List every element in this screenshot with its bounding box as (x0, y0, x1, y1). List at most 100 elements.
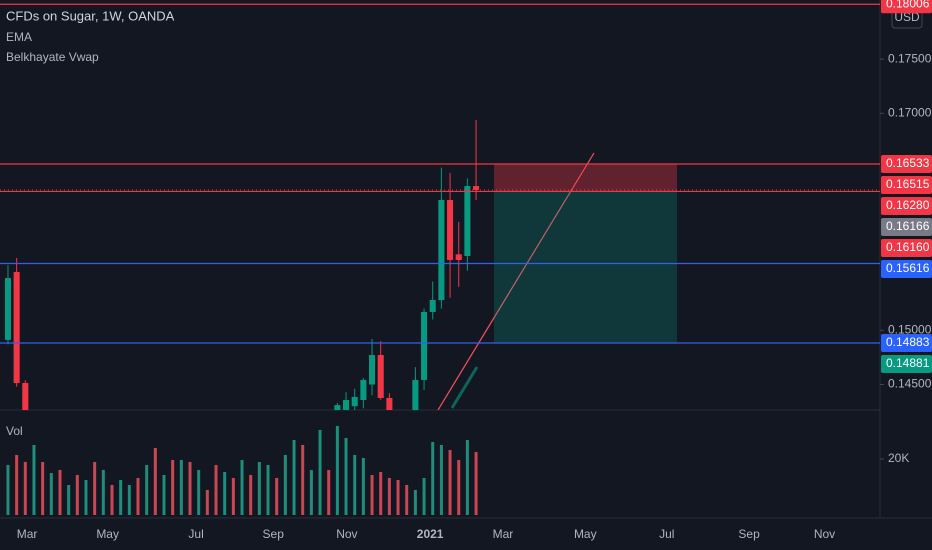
candle-body (429, 300, 436, 312)
volume-bar (119, 479, 123, 515)
candle-body (438, 200, 445, 301)
volume-bar (283, 454, 287, 515)
volume-bar (292, 439, 296, 515)
trend-line (437, 152, 595, 410)
price-badge (881, 239, 932, 257)
candle-body (386, 397, 393, 410)
price-badge-label: 0.16533 (886, 156, 930, 170)
currency-label[interactable]: USD (894, 10, 920, 24)
volume-bar (301, 444, 305, 515)
volume-bar (465, 439, 469, 515)
volume-bar (205, 489, 209, 515)
price-badge (881, 354, 932, 373)
volume-bar (387, 477, 391, 515)
x-tick-label: 2021 (417, 527, 444, 541)
x-tick-label: Mar (493, 527, 514, 541)
volume-bar (23, 461, 27, 515)
price-badge-label: 0.16515 (886, 177, 930, 191)
volume-bar (370, 474, 374, 515)
volume-bar (101, 469, 105, 515)
x-tick-label: Jul (188, 527, 203, 541)
volume-bar (171, 459, 175, 515)
volume-bar (67, 484, 71, 515)
candle-body (334, 405, 341, 410)
volume-bar (110, 484, 114, 515)
candle-body (464, 186, 471, 256)
volume-bar (309, 469, 313, 515)
volume-bar (179, 459, 183, 515)
volume-bar (439, 444, 443, 515)
volume-bar (93, 461, 97, 515)
price-badge-label: 0.15616 (886, 261, 930, 275)
x-tick-label: May (574, 527, 597, 541)
volume-bar (136, 477, 140, 515)
candle-body (343, 400, 350, 410)
volume-bar (275, 477, 279, 515)
price-badge (881, 176, 932, 194)
x-tick-label: Nov (814, 527, 835, 541)
volume-bar (405, 484, 409, 515)
candle-body (360, 379, 367, 401)
y-tick-label: 0.17000 (888, 106, 932, 120)
candle-body (4, 277, 12, 340)
volume-bar (41, 461, 45, 515)
price-badge (881, 0, 932, 14)
volume-bar (214, 464, 218, 515)
volume-bar (379, 471, 383, 515)
volume-bar (335, 425, 339, 515)
x-tick-label: Sep (738, 527, 760, 541)
chart-title: CFDs on Sugar, 1W, OANDA (6, 8, 175, 23)
price-pane (0, 119, 880, 410)
y-tick-label: 0.14500 (888, 377, 932, 391)
volume-bar (188, 461, 192, 515)
candle-body (13, 272, 20, 383)
price-badge-label: 0.14883 (886, 335, 930, 349)
volume-bar (49, 472, 53, 515)
trend-line (450, 366, 479, 409)
volume-bar (396, 479, 400, 515)
indicator-label: EMA (6, 30, 32, 44)
candle-body (447, 200, 454, 260)
volume-bar (257, 461, 261, 515)
volume-bar (240, 459, 244, 515)
volume-bar (84, 479, 88, 515)
candle-body (412, 379, 419, 410)
volume-bar (474, 451, 478, 515)
x-tick-label: Mar (17, 527, 38, 541)
volume-bar (197, 469, 201, 515)
price-badge (881, 218, 932, 236)
volume-bar (153, 447, 157, 515)
volume-bar (249, 474, 253, 515)
volume-bar (344, 437, 348, 515)
volume-bar (318, 429, 322, 515)
volume-bar (75, 474, 79, 515)
volume-bar (6, 464, 10, 515)
position-target-zone (494, 191, 677, 343)
volume-bar (353, 454, 357, 515)
indicator-label: Belkhayate Vwap (6, 50, 99, 64)
y-tick-label: 20K (888, 451, 909, 465)
volume-bar (413, 489, 417, 515)
price-badge-label: 0.14881 (886, 356, 930, 370)
price-badge-label: 0.16280 (886, 198, 930, 212)
x-tick-label: Jul (659, 527, 674, 541)
volume-bar (145, 464, 149, 515)
candle-body (369, 355, 376, 385)
price-badge-label: 0.16160 (886, 240, 930, 254)
price-badge (881, 260, 932, 278)
volume-bar (32, 444, 36, 515)
x-tick-label: Nov (336, 527, 357, 541)
volume-bar (431, 441, 435, 515)
candle-body (473, 186, 480, 191)
volume-bar (422, 477, 426, 515)
candle-body (22, 382, 29, 410)
position-stop-zone (494, 164, 677, 192)
price-badge (881, 197, 932, 215)
volume-bar (361, 457, 365, 515)
volume-bar (457, 459, 461, 515)
price-badge-label: 0.18006 (886, 0, 930, 10)
volume-bar (448, 449, 452, 515)
price-badge-label: 0.16166 (886, 219, 930, 233)
